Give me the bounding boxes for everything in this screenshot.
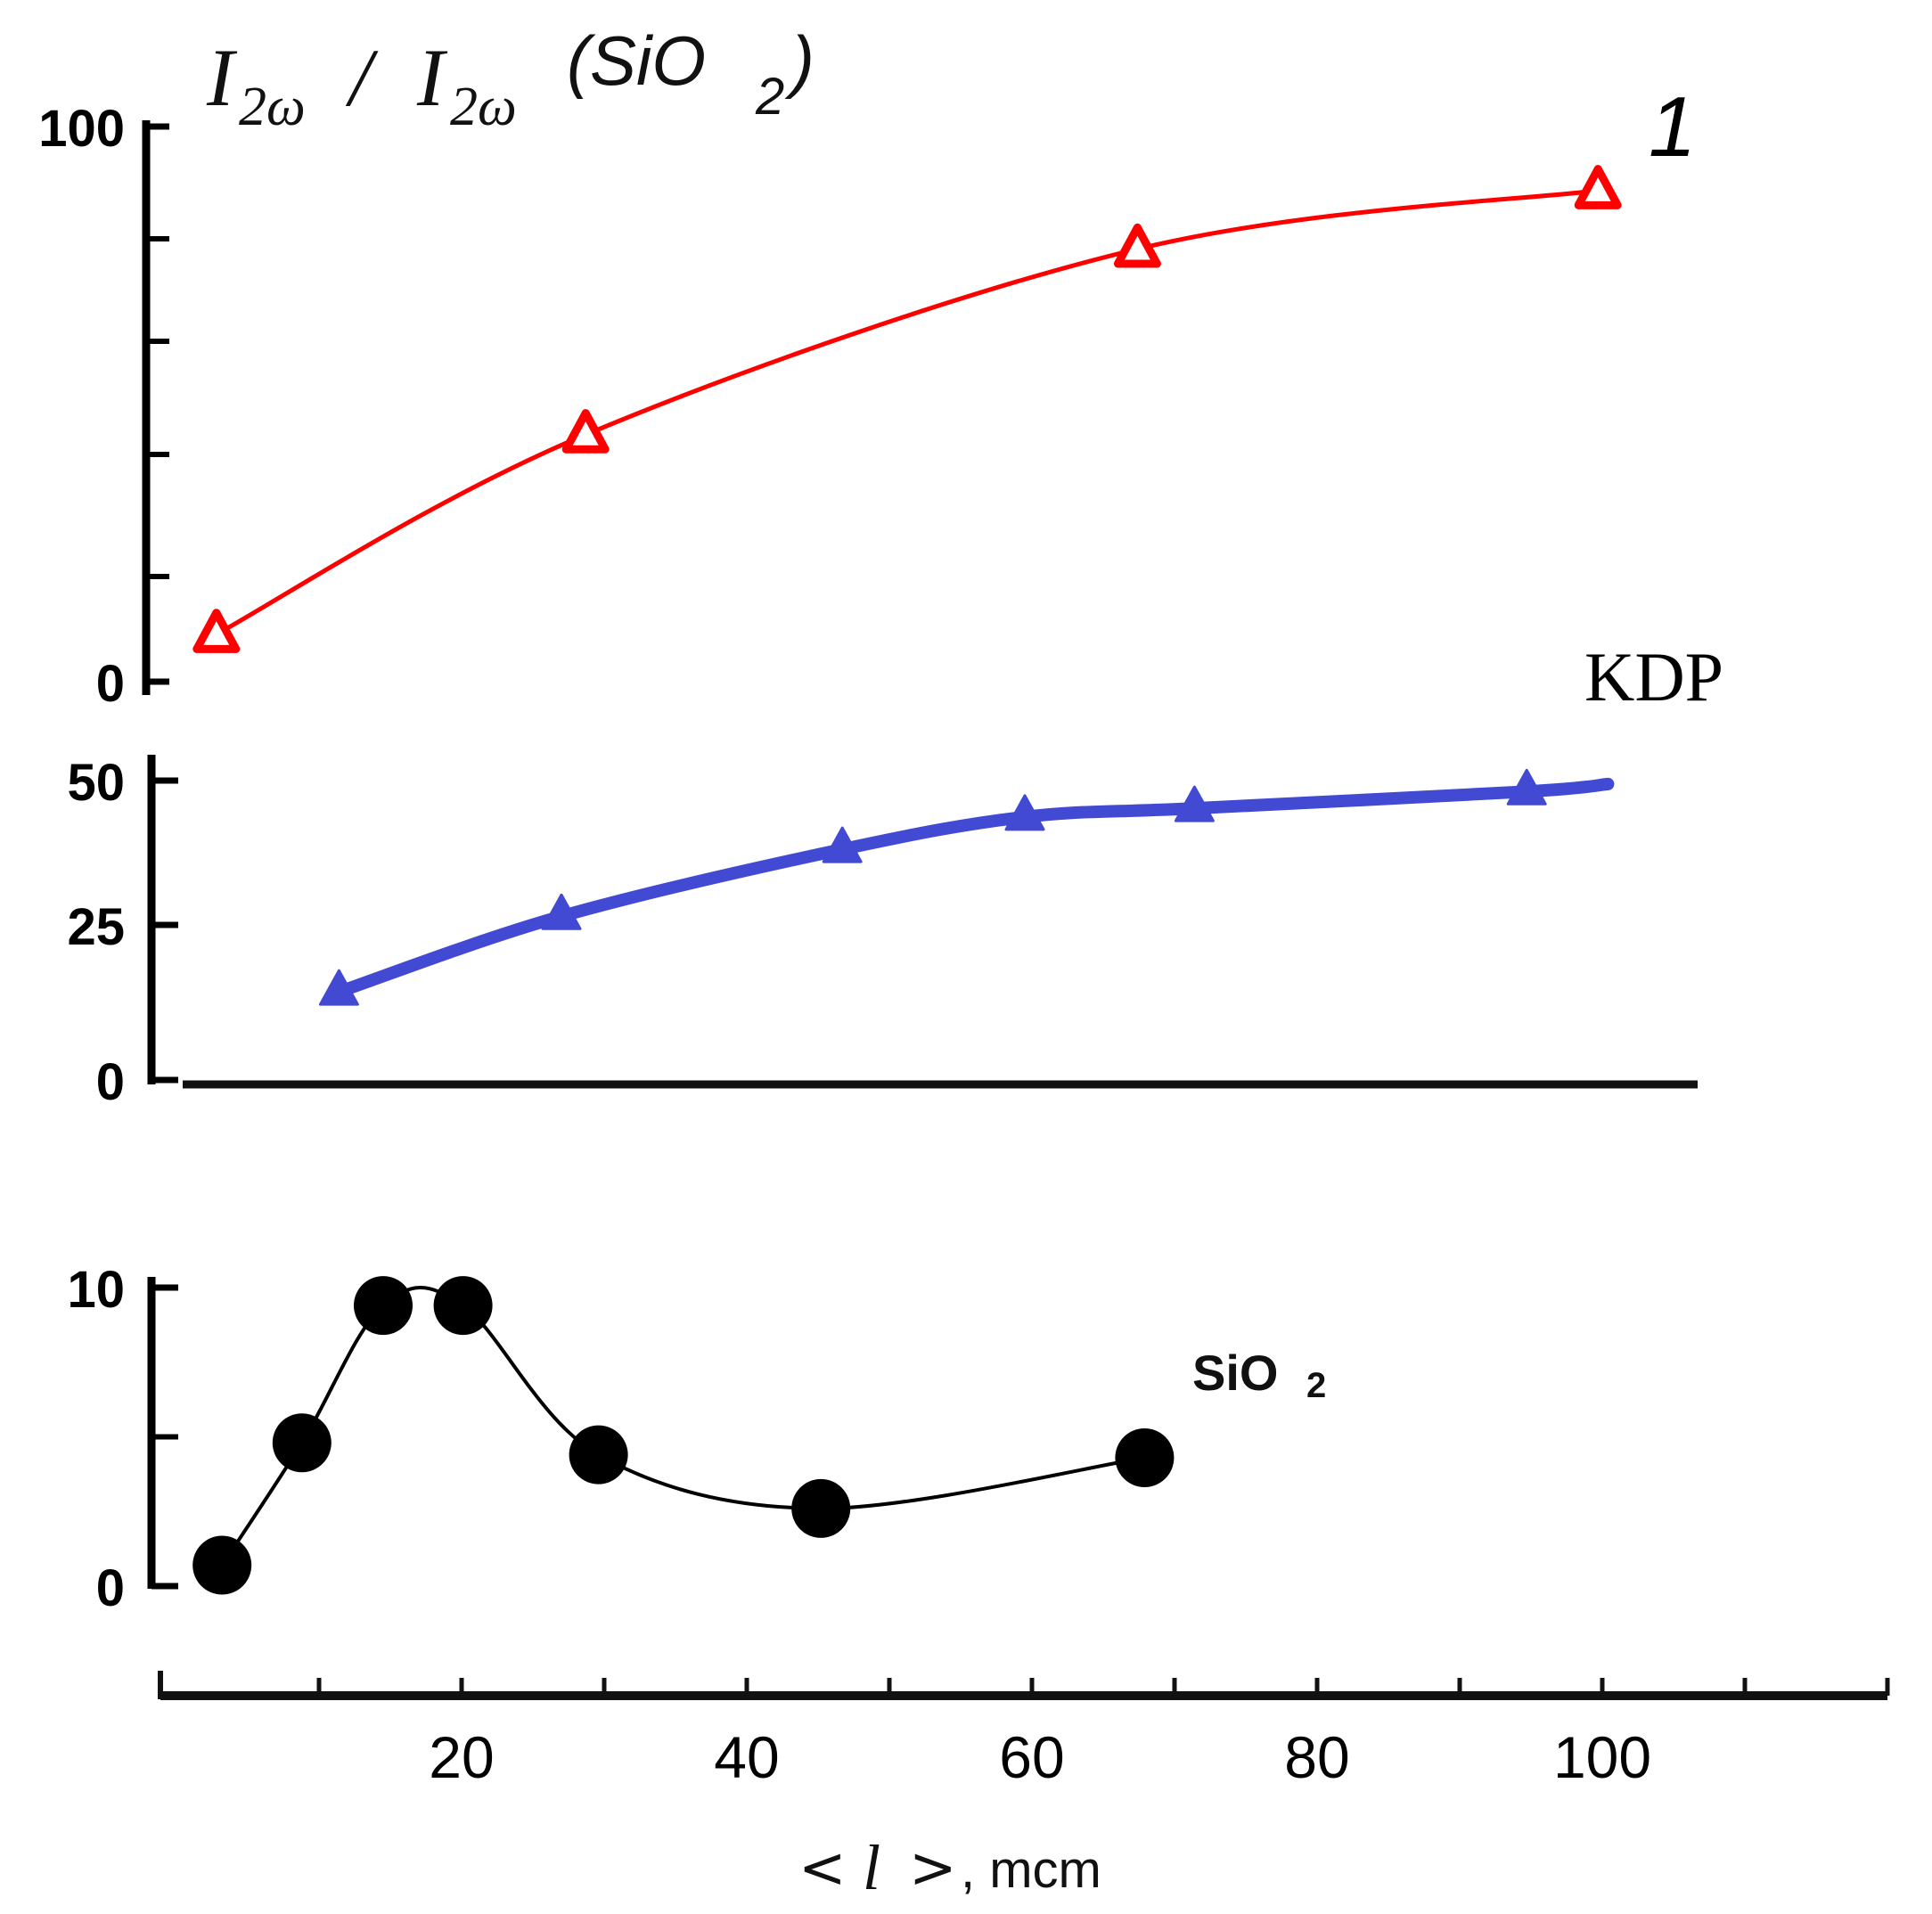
xlabel-unit: , mcm: [961, 1841, 1101, 1899]
series-label-sio2: SiO 2: [1192, 1345, 1326, 1405]
data-point-kdp-2: [822, 826, 863, 863]
data-point-kdp-1: [541, 893, 582, 930]
y-tick-label-top-100: 100: [38, 100, 125, 158]
axes: [142, 120, 1890, 1700]
series-label-1: 1: [1649, 79, 1696, 175]
series-markers: [192, 165, 1622, 1595]
x-tick-label-40: 40: [714, 1724, 779, 1790]
data-point-1-1: [561, 409, 610, 454]
title-sub-1: 2ω: [239, 77, 306, 137]
title-main-2: I: [416, 32, 448, 123]
data-point-kdp-3: [1004, 794, 1045, 831]
title-ref-close: ): [784, 21, 815, 100]
data-point-sio2-0: [192, 1535, 252, 1595]
y-tick-label-bottom-0: 0: [96, 1559, 125, 1617]
data-point-sio2-4: [569, 1425, 628, 1485]
data-point-1-2: [1113, 223, 1161, 268]
y-tick-label-middle-25: 25: [67, 898, 125, 956]
x-tick-label-20: 20: [429, 1724, 494, 1790]
xlabel-open: <: [798, 1836, 847, 1902]
xlabel-close: >: [909, 1836, 957, 1902]
y-tick-label-middle-0: 0: [96, 1053, 125, 1111]
data-point-1-3: [1574, 165, 1622, 209]
data-point-sio2-6: [1115, 1427, 1175, 1487]
y-tick-label-top-0: 0: [96, 655, 125, 713]
x-tick-label-80: 80: [1284, 1724, 1349, 1790]
x-axis-label: < l > , mcm: [798, 1832, 1101, 1903]
data-point-sio2-2: [354, 1276, 413, 1336]
data-point-sio2-3: [433, 1276, 493, 1336]
series-label-kdp: KDP: [1584, 638, 1723, 716]
title-ref-sub: 2: [755, 68, 784, 126]
data-point-kdp-4: [1174, 785, 1215, 822]
title-ref: (SiO: [567, 21, 706, 100]
series-line-sio2: [220, 1286, 1147, 1567]
data-point-kdp-0: [318, 969, 359, 1006]
x-tick-label-60: 60: [999, 1724, 1064, 1790]
x-tick-label-100: 100: [1553, 1724, 1651, 1790]
series-lines: [214, 188, 1615, 1567]
y-tick-label-middle-50: 50: [67, 754, 125, 812]
series-line-kdp: [332, 777, 1615, 999]
data-point-sio2-5: [791, 1478, 851, 1538]
data-point-1-0: [192, 609, 241, 653]
xlabel-var: l: [863, 1832, 880, 1903]
sio2-label-sub: 2: [1306, 1366, 1326, 1405]
series-line-1: [214, 188, 1600, 637]
title-sub-2: 2ω: [450, 77, 517, 137]
y-axis-title: I 2ω / I 2ω (SiO 2 ): [206, 21, 815, 137]
data-point-kdp-5: [1506, 768, 1547, 806]
title-slash: /: [345, 32, 379, 123]
y-tick-label-bottom-10: 10: [67, 1261, 125, 1319]
data-point-sio2-1: [272, 1413, 332, 1473]
sio2-label-text: SiO: [1192, 1345, 1278, 1401]
title-main-1: I: [206, 32, 238, 123]
